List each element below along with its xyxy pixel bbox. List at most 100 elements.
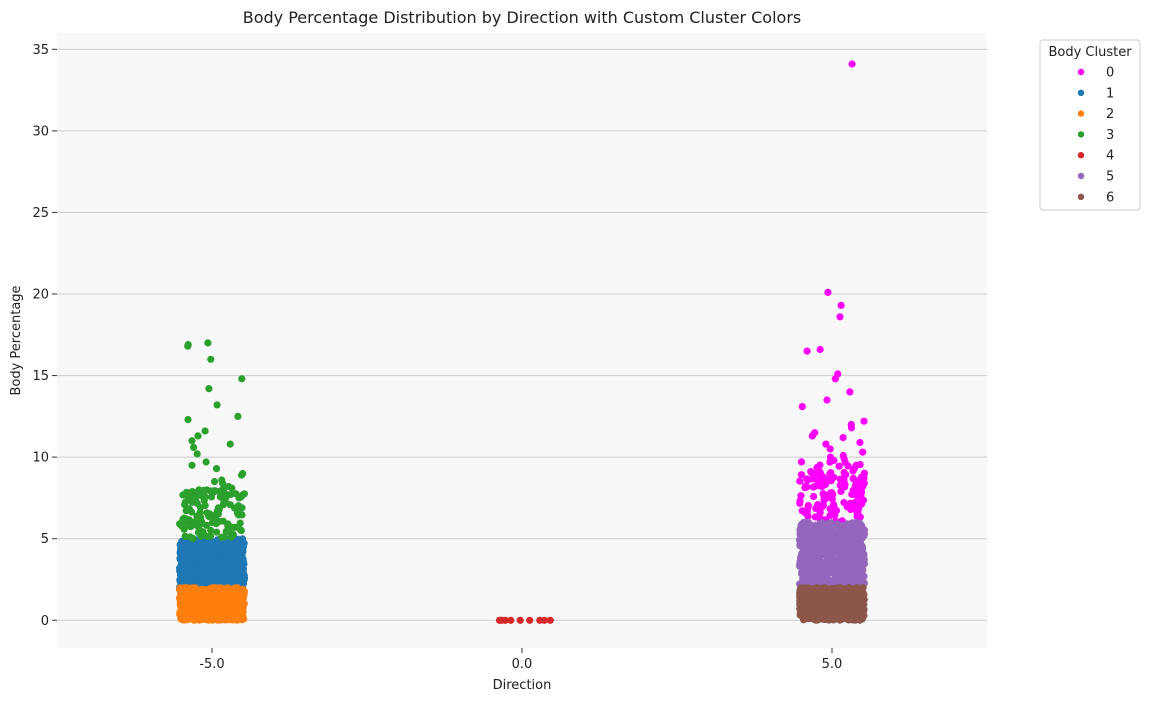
point-cluster-6 [855, 615, 863, 624]
point-cluster-0 [856, 461, 864, 469]
point-cluster-0 [796, 477, 804, 485]
point-cluster-0 [859, 448, 867, 456]
point-cluster-3 [232, 490, 240, 498]
point-cluster-3 [212, 465, 221, 473]
point-cluster-2 [232, 611, 240, 619]
point-cluster-0 [826, 470, 834, 478]
point-cluster-3 [207, 526, 215, 535]
point-cluster-3 [185, 505, 193, 513]
y-tick-label: 10 [32, 451, 49, 466]
y-axis-label: Body Percentage [9, 285, 24, 395]
point-cluster-3 [213, 528, 221, 536]
point-cluster-0 [822, 480, 830, 488]
point-cluster-6 [803, 609, 811, 617]
point-cluster-5 [829, 559, 837, 567]
point-cluster-0 [816, 345, 824, 354]
point-cluster-0 [841, 470, 849, 478]
point-cluster-5 [819, 545, 827, 553]
point-cluster-1 [214, 561, 222, 569]
x-axis-label: Direction [493, 678, 552, 693]
point-cluster-0 [837, 301, 845, 309]
point-cluster-3 [181, 532, 189, 541]
point-cluster-0 [826, 445, 834, 453]
y-tick-label: 20 [32, 288, 49, 303]
legend-label-2: 2 [1106, 107, 1114, 122]
y-tick-label: 25 [32, 206, 49, 221]
point-cluster-2 [226, 616, 234, 624]
point-cluster-3 [202, 458, 210, 466]
point-cluster-0 [853, 486, 861, 494]
point-cluster-3 [189, 534, 197, 543]
point-cluster-5 [846, 547, 854, 555]
point-cluster-5 [800, 560, 808, 569]
point-cluster-5 [836, 575, 845, 583]
point-cluster-2 [202, 607, 210, 615]
point-cluster-5 [822, 564, 830, 572]
y-tick-label: 5 [41, 532, 49, 547]
point-cluster-3 [176, 520, 184, 528]
point-cluster-2 [194, 611, 202, 619]
point-cluster-1 [223, 551, 231, 559]
point-cluster-5 [814, 533, 822, 541]
point-cluster-0 [816, 482, 824, 490]
point-cluster-3 [237, 526, 245, 534]
point-cluster-3 [212, 520, 220, 528]
point-cluster-5 [796, 541, 804, 549]
point-cluster-3 [201, 427, 209, 435]
point-cluster-3 [216, 493, 224, 501]
legend-label-4: 4 [1106, 149, 1114, 164]
point-cluster-5 [846, 573, 854, 581]
point-cluster-3 [203, 509, 211, 517]
point-cluster-3 [184, 342, 192, 350]
point-cluster-1 [229, 578, 237, 586]
point-cluster-5 [850, 533, 859, 541]
point-cluster-3 [218, 479, 227, 487]
point-cluster-3 [193, 499, 201, 507]
point-cluster-2 [182, 611, 190, 619]
point-cluster-5 [800, 572, 808, 580]
point-cluster-5 [797, 553, 805, 561]
point-cluster-3 [205, 385, 213, 393]
point-cluster-5 [842, 521, 850, 529]
point-cluster-0 [822, 440, 830, 448]
point-cluster-0 [856, 494, 865, 502]
point-cluster-3 [207, 493, 216, 501]
point-cluster-0 [847, 424, 856, 432]
point-cluster-5 [816, 578, 825, 586]
point-cluster-3 [204, 339, 212, 347]
point-cluster-3 [238, 471, 246, 479]
legend-marker-4 [1077, 152, 1085, 159]
point-cluster-0 [818, 475, 827, 483]
point-cluster-3 [195, 486, 203, 494]
point-cluster-5 [839, 545, 847, 554]
point-cluster-0 [860, 417, 868, 425]
legend-label-0: 0 [1106, 66, 1114, 81]
legend-marker-6 [1077, 193, 1085, 200]
point-cluster-5 [810, 560, 818, 568]
point-cluster-3 [227, 533, 235, 541]
point-cluster-0 [857, 473, 866, 481]
point-cluster-5 [811, 554, 819, 562]
point-cluster-6 [845, 596, 854, 604]
point-cluster-5 [797, 521, 805, 529]
point-cluster-0 [818, 503, 826, 511]
point-cluster-2 [206, 597, 214, 605]
point-cluster-5 [829, 550, 837, 559]
point-cluster-5 [855, 572, 863, 580]
point-cluster-1 [218, 543, 226, 551]
point-cluster-0 [824, 288, 832, 296]
point-cluster-0 [844, 462, 852, 470]
point-cluster-5 [841, 565, 849, 573]
point-cluster-3 [218, 533, 226, 541]
point-cluster-1 [185, 566, 194, 574]
point-cluster-0 [803, 347, 811, 355]
point-cluster-3 [228, 484, 236, 492]
legend-marker-5 [1077, 172, 1085, 180]
point-cluster-3 [188, 461, 196, 469]
legend-title: Body Cluster [1048, 45, 1132, 60]
point-cluster-2 [212, 594, 220, 602]
point-cluster-1 [229, 561, 237, 569]
point-cluster-3 [190, 443, 198, 451]
x-tick-label: 0.0 [512, 657, 533, 672]
legend-frame [1039, 39, 1141, 211]
